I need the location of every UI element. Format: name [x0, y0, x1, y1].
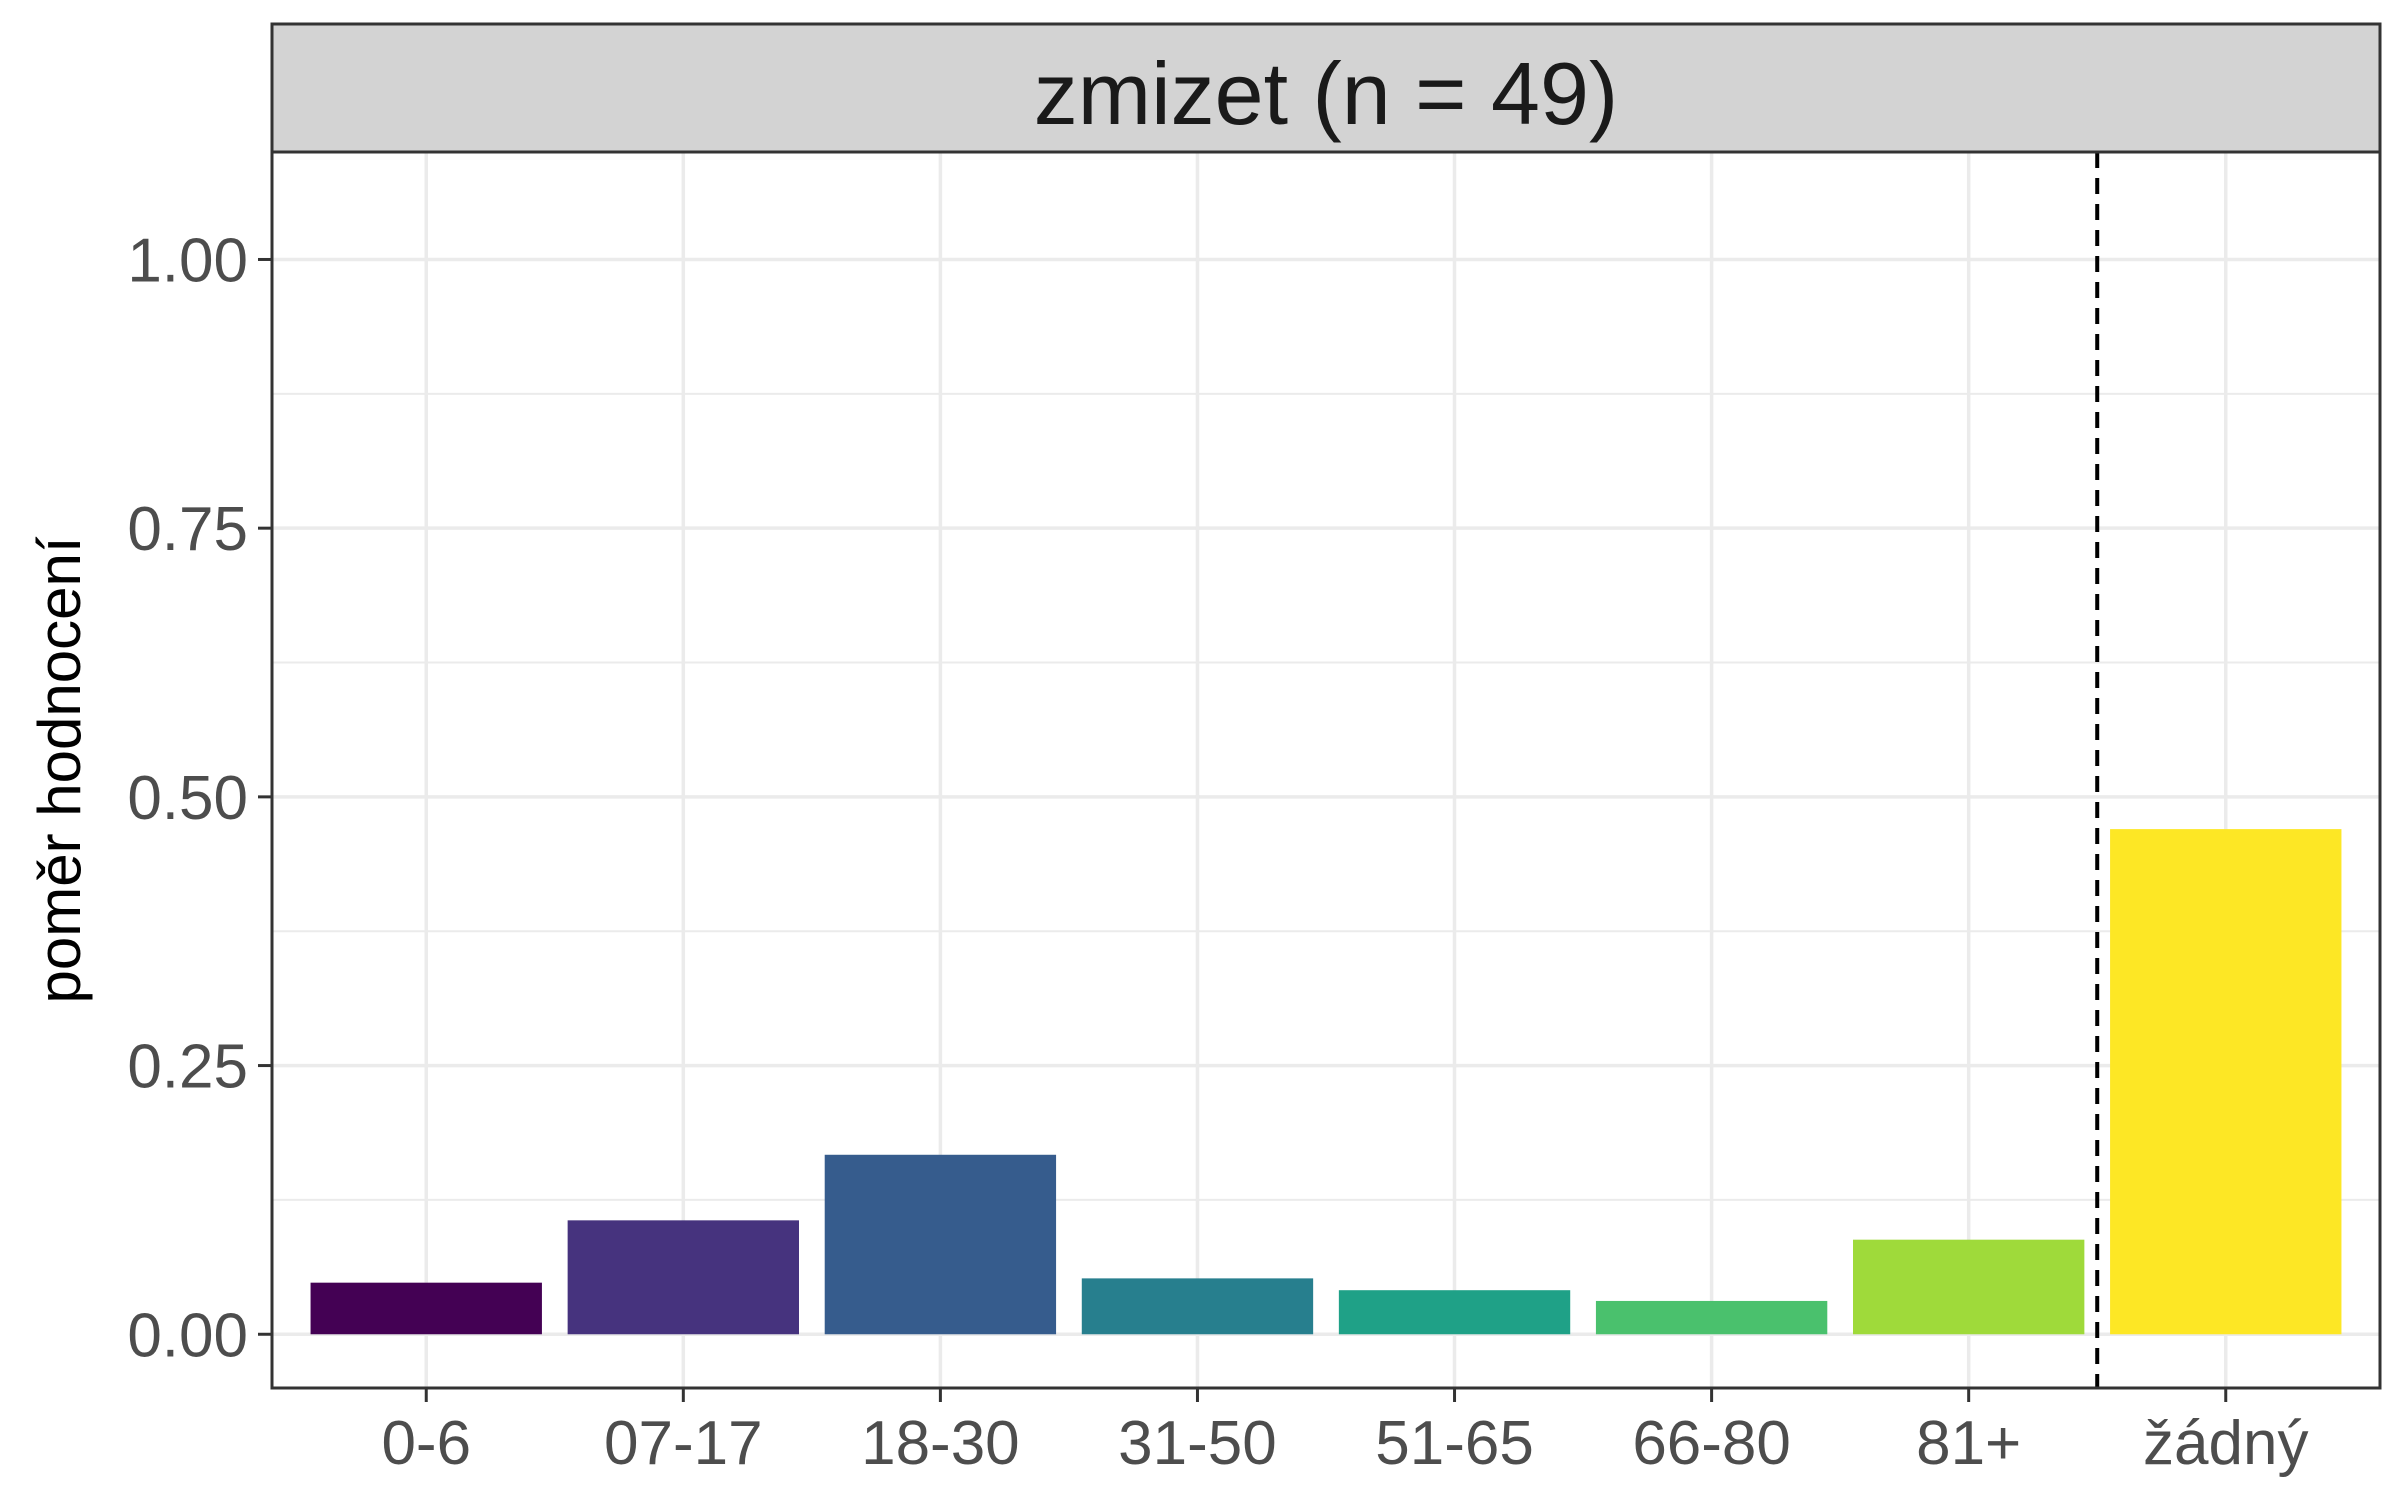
y-tick-label: 0.00	[127, 1301, 248, 1370]
bar-18-30	[824, 1154, 1057, 1335]
bar-31-50	[1081, 1278, 1314, 1335]
bar-07-17	[567, 1220, 799, 1335]
x-tick-label: 81+	[1916, 1409, 2021, 1478]
x-tick-label: 07-17	[604, 1409, 763, 1478]
x-axis: 0-6 07-17 18-30 31-50 51-65 66-80 81+ žádný	[381, 1388, 2308, 1478]
y-tick-label: 0.75	[127, 495, 248, 564]
bar-81+	[1853, 1239, 2085, 1335]
y-tick-label: 0.25	[127, 1033, 248, 1102]
y-tick-label: 0.50	[127, 764, 248, 833]
y-axis: 0.00 0.25 0.50 0.75 1.00	[127, 226, 272, 1370]
y-axis-title: poměr hodnocení	[26, 536, 93, 1003]
facet-strip	[270, 22, 2382, 154]
x-tick-label: 66-80	[1632, 1409, 1791, 1478]
grid-major	[272, 152, 2380, 1388]
bar-žádný	[2110, 829, 2342, 1335]
x-tick-label: 0-6	[381, 1409, 471, 1478]
bar-51-65	[1338, 1290, 1571, 1335]
x-tick-label: 51-65	[1375, 1409, 1534, 1478]
x-tick-label: žádný	[2143, 1409, 2308, 1478]
bar-66-80	[1595, 1300, 1828, 1335]
bar-0-6	[310, 1282, 542, 1335]
panel-border	[270, 150, 2382, 1390]
bars	[310, 829, 2342, 1335]
y-tick-label: 1.00	[127, 226, 248, 295]
facet-title: zmizet (n = 49)	[1034, 44, 1618, 143]
x-tick-label: 18-30	[861, 1409, 1020, 1478]
grid-minor	[272, 392, 2380, 1201]
x-tick-label: 31-50	[1118, 1409, 1277, 1478]
